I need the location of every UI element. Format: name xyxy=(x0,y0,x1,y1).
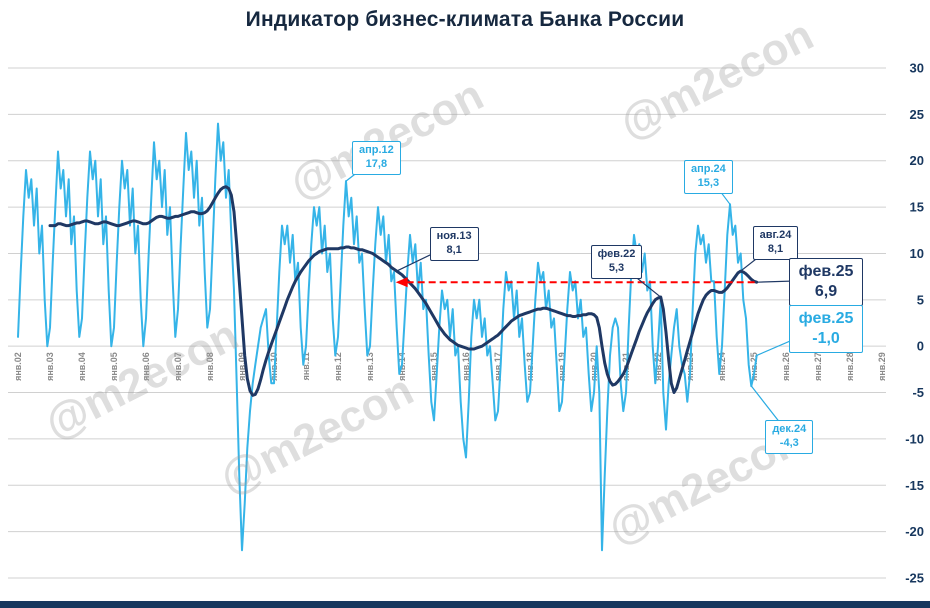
x-axis-tick-label: янв.04 xyxy=(77,352,87,381)
y-axis-tick-label: -5 xyxy=(912,385,924,400)
annotation-date: апр.12 xyxy=(359,144,394,157)
x-axis-tick-label: янв.02 xyxy=(13,352,23,381)
bottom-border-bar xyxy=(0,601,930,608)
y-axis-tick-label: 25 xyxy=(910,107,924,122)
annotation-value: 15,3 xyxy=(697,177,720,190)
annotation-value: 17,8 xyxy=(365,157,388,170)
reference-line-arrowhead xyxy=(395,277,408,288)
series-line-monthly xyxy=(17,122,758,552)
y-axis-tick-label: -25 xyxy=(905,571,924,586)
annotation-date: ноя.13 xyxy=(436,230,472,243)
series-line-trend xyxy=(48,185,759,397)
x-axis-tick-label: янв.19 xyxy=(557,352,567,381)
y-axis-tick-label: -15 xyxy=(905,478,924,493)
x-axis-tick-label: янв.13 xyxy=(365,352,375,381)
y-axis-tick-label: 10 xyxy=(910,246,924,261)
annotation-callout: ноя.13 8,1 xyxy=(429,227,479,261)
annotation-callout: апр.12 17,8 xyxy=(352,141,401,175)
x-axis-tick-label: янв.03 xyxy=(45,352,55,381)
annotation-date: апр.24 xyxy=(691,163,726,176)
x-axis-tick-label: янв.26 xyxy=(781,352,791,381)
y-axis-tick-label: 15 xyxy=(910,200,924,215)
annotation-date: дек.24 xyxy=(772,423,807,436)
y-axis-tick-label: 5 xyxy=(917,292,924,307)
y-axis-tick-label: -20 xyxy=(905,524,924,539)
x-axis-tick-label: янв.06 xyxy=(141,352,151,381)
x-axis-tick-label: янв.08 xyxy=(205,352,215,381)
x-axis-tick-label: янв.16 xyxy=(461,352,471,381)
annotation-date: фев.25 xyxy=(798,310,854,328)
annotation-value: 5,3 xyxy=(608,261,625,274)
watermark-text: @m2econ xyxy=(612,10,821,149)
annotation-callout: фев.25 -1,0 xyxy=(788,305,864,354)
annotation-callout: фев.25 6,9 xyxy=(788,258,864,307)
annotation-value: -1,0 xyxy=(812,330,840,348)
annotation-date: фев.25 xyxy=(798,263,854,281)
annotation-value: 8,1 xyxy=(446,243,462,256)
x-axis-tick-label: янв.09 xyxy=(237,352,247,381)
x-axis-tick-label: янв.20 xyxy=(589,352,599,381)
x-axis-tick-label: янв.28 xyxy=(845,352,855,381)
x-axis-tick-label: янв.15 xyxy=(429,352,439,381)
annotation-callout: дек.24 -4,3 xyxy=(765,420,814,454)
x-axis-tick-label: янв.12 xyxy=(333,352,343,381)
x-axis-tick-label: янв.22 xyxy=(653,352,663,381)
annotation-value: -4,3 xyxy=(779,436,799,449)
x-axis-tick-label: янв.27 xyxy=(813,352,823,381)
watermark-text: @m2econ xyxy=(282,70,491,209)
x-axis-tick-label: янв.29 xyxy=(877,352,887,381)
annotation-date: фев.22 xyxy=(597,248,636,261)
x-axis-tick-label: янв.07 xyxy=(173,352,183,381)
annotation-value: 8,1 xyxy=(767,242,784,255)
annotation-callout: авг.24 8,1 xyxy=(752,226,799,260)
annotation-value: 6,9 xyxy=(814,283,838,301)
chart-title: Индикатор бизнес-климата Банка России xyxy=(245,8,685,31)
x-axis-tick-label: янв.17 xyxy=(493,352,503,381)
watermark-text: @m2econ xyxy=(212,365,421,504)
x-axis-tick-label: янв.25 xyxy=(749,352,759,381)
y-axis-tick-label: 30 xyxy=(910,61,924,76)
y-axis-tick-label: -10 xyxy=(905,431,924,446)
y-axis-tick-label: 0 xyxy=(917,339,924,354)
annotation-callout: апр.24 15,3 xyxy=(684,160,733,194)
annotation-date: авг.24 xyxy=(759,229,792,242)
x-axis-tick-label: янв.11 xyxy=(301,352,311,380)
x-axis-tick-label: янв.05 xyxy=(109,352,119,381)
x-axis-tick-label: янв.18 xyxy=(525,352,535,381)
annotation-callout: фев.22 5,3 xyxy=(590,245,643,279)
x-axis-tick-label: янв.24 xyxy=(717,352,727,381)
y-axis-tick-label: 20 xyxy=(910,153,924,168)
